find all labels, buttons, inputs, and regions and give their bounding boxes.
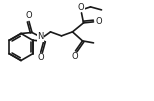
Text: O: O (37, 53, 44, 62)
Text: O: O (72, 52, 78, 61)
Text: O: O (78, 3, 84, 12)
Text: O: O (95, 17, 102, 26)
Text: O: O (26, 12, 32, 21)
Text: N: N (37, 32, 44, 41)
